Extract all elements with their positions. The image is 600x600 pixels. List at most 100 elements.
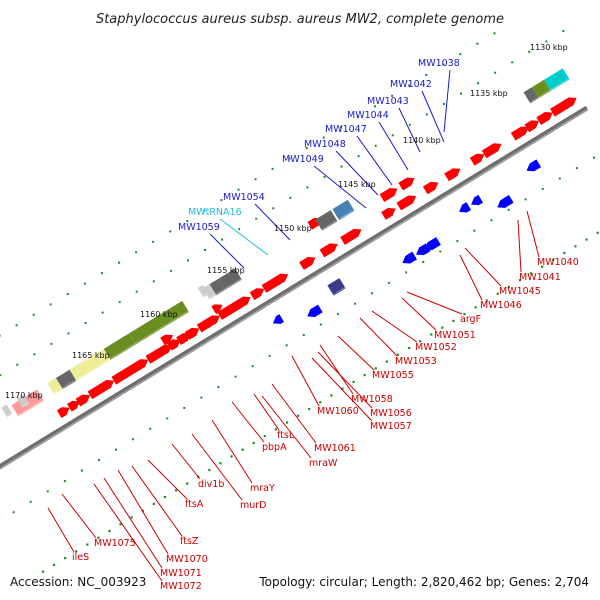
gene-label-mw1052: MW1052 — [415, 342, 457, 353]
cog-box — [209, 278, 225, 296]
track-dot — [336, 313, 339, 316]
forward-gene — [422, 181, 439, 195]
scale-dot — [363, 374, 366, 377]
forward-gene — [299, 256, 316, 270]
track-dot — [425, 113, 428, 116]
gene-label-mw1038: MW1038 — [418, 58, 460, 69]
track-dot — [459, 92, 462, 95]
track-dot — [169, 230, 172, 233]
scale-dot — [152, 502, 155, 505]
cog-box-edge — [68, 379, 77, 385]
track-dot — [203, 209, 206, 212]
track-dot — [545, 40, 548, 43]
scale-label: 1170 kbp — [5, 391, 43, 400]
track-dot — [169, 269, 172, 272]
track-dot — [251, 365, 254, 368]
track-dot — [234, 375, 237, 378]
cog-box — [62, 369, 77, 385]
track-dot — [186, 259, 189, 262]
gene-label-mw1046-leader — [459, 254, 483, 301]
gene-label-ftsl-leader — [253, 393, 280, 431]
track-dot — [63, 479, 66, 482]
track-dot — [511, 61, 514, 64]
forward-gene — [111, 359, 149, 385]
cog-box — [218, 268, 242, 291]
track-dot — [49, 303, 52, 306]
gene-label-mw1053-leader — [359, 317, 398, 357]
scale-dot — [563, 252, 566, 255]
track-dot — [562, 30, 565, 33]
scale-dot — [52, 563, 56, 566]
track-dot — [302, 333, 305, 336]
track-dot — [490, 219, 493, 222]
track-dot — [356, 115, 359, 118]
gene-label-mw1045-leader — [464, 247, 502, 287]
forward-gene — [444, 168, 461, 182]
gene-label-mw1047: MW1047 — [325, 124, 367, 135]
forward-gene — [56, 407, 70, 418]
track-dot — [442, 63, 445, 66]
cog-box — [202, 284, 217, 300]
gene-label-iles: ileS — [72, 552, 89, 563]
scale-dot — [186, 482, 189, 485]
cog-box-edge — [109, 343, 136, 360]
track-dot — [391, 134, 394, 137]
cog-box — [332, 199, 355, 221]
gene-label-mw1060: MW1060 — [317, 406, 359, 417]
map-title: Staphylococcus aureus subsp. aureus MW2,… — [96, 12, 504, 27]
track-dot — [46, 490, 49, 493]
scale-dot — [396, 353, 400, 356]
track-dot — [12, 511, 15, 514]
track-dot — [408, 84, 411, 87]
scale-dot — [108, 529, 111, 533]
cog-box — [103, 333, 137, 360]
gene-label-mw1054-leader — [254, 203, 291, 241]
track-dot — [83, 282, 86, 285]
track-dot — [32, 313, 35, 316]
scale-dot — [308, 407, 311, 411]
scale-dot — [441, 326, 444, 329]
gene-label-mw1043: MW1043 — [367, 96, 409, 107]
forward-gene — [510, 126, 529, 141]
gene-label-mraw-leader — [261, 395, 312, 459]
track-dot — [371, 292, 374, 295]
scale-dot — [452, 319, 455, 322]
gene-label-mw1072-leader — [93, 483, 163, 582]
track-dot — [255, 217, 258, 220]
gene-label-mw1058: MW1058 — [351, 394, 393, 405]
gene-label-mw1049-leader — [313, 165, 367, 209]
cog-box-edge — [215, 288, 225, 295]
gene-label-mw1047-leader — [356, 135, 393, 186]
track-dot — [558, 177, 561, 180]
track-dot — [323, 176, 326, 179]
gene-label-mw1051-leader — [401, 297, 437, 331]
scale-dot — [485, 299, 488, 302]
cog-box — [47, 378, 63, 395]
gene-label-mw1045: MW1045 — [499, 286, 541, 297]
cog-box-edge — [321, 219, 338, 231]
track-dot — [237, 188, 240, 191]
gene-label-mw1048-leader — [335, 150, 379, 196]
scale-dot — [174, 489, 178, 492]
cog-box — [16, 394, 30, 408]
forward-gene — [176, 333, 191, 345]
track-dot — [388, 281, 391, 284]
scale-dot — [130, 516, 133, 519]
cog-box-edge — [529, 96, 539, 103]
track-dot — [166, 417, 169, 420]
track-dot — [322, 136, 325, 139]
track-dot — [306, 186, 309, 189]
track-dot — [524, 198, 527, 201]
scale-label: 1145 kbp — [338, 180, 376, 189]
scale-label: 1165 kbp — [72, 351, 110, 360]
track-dot — [15, 324, 18, 327]
scale-dot — [119, 523, 122, 526]
cog-box-edge — [6, 412, 13, 417]
scale-dot — [474, 306, 477, 309]
cog-box — [165, 300, 189, 323]
gene-label-mw1071-leader — [103, 477, 163, 569]
track-dot — [186, 219, 189, 222]
cog-box — [315, 210, 338, 231]
genome-backbone — [0, 105, 589, 470]
